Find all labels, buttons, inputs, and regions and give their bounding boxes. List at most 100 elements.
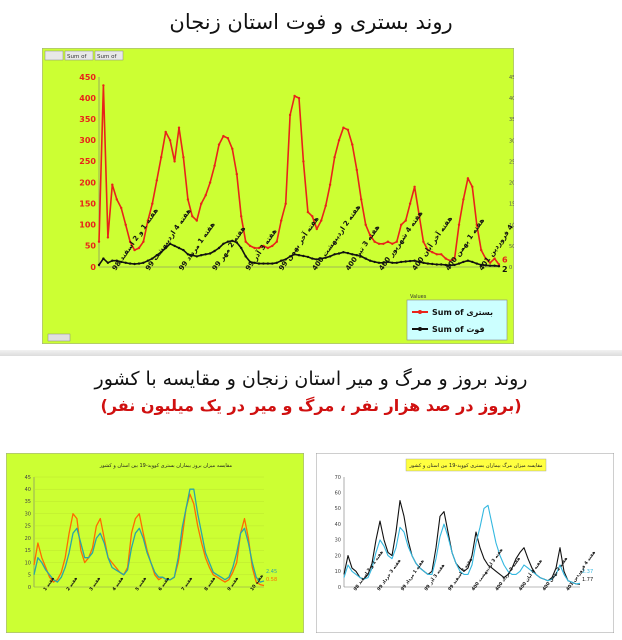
data-point: [342, 251, 345, 254]
data-point: [128, 240, 132, 243]
y-tick-label: 350: [79, 115, 96, 124]
data-point: [204, 194, 207, 197]
y-tick-label: 0: [28, 585, 31, 591]
data-point: [111, 183, 114, 186]
data-point: [115, 198, 119, 201]
y2-tick-label: 200: [509, 181, 514, 187]
data-point: [422, 261, 425, 264]
data-point: [373, 260, 376, 264]
y-tick-label: 400: [79, 94, 96, 103]
data-point: [488, 264, 492, 267]
data-point: [168, 139, 172, 142]
data-point: [146, 219, 150, 222]
legend-item-death: Sum of فوت: [432, 325, 485, 334]
data-point: [262, 244, 265, 248]
data-point: [311, 257, 314, 260]
toolbar-label-2: Sum of: [97, 54, 117, 60]
data-point: [448, 259, 452, 262]
data-point: [377, 261, 381, 264]
data-point: [466, 177, 470, 180]
chart3-title: مقایسه میزان مرگ بیماران بستری کووید-19 …: [408, 462, 542, 469]
data-point: [133, 262, 136, 266]
data-point: [297, 96, 301, 100]
data-point: [471, 185, 474, 188]
data-point: [195, 255, 198, 258]
data-point: [368, 234, 372, 237]
data-point: [337, 139, 341, 142]
toolbar-label-1: Sum of: [67, 54, 87, 60]
data-point: [408, 202, 412, 205]
data-point: [493, 264, 496, 267]
data-point: [333, 156, 336, 159]
y-tick-label: 200: [79, 178, 96, 187]
data-point: [253, 261, 256, 264]
data-point: [280, 259, 283, 262]
data-point: [186, 198, 190, 201]
y2-tick-label: 0: [509, 265, 512, 271]
data-point: [311, 215, 314, 218]
data-point: [400, 223, 403, 226]
y-tick-label: 50: [85, 242, 97, 251]
end-value-label: 1.77: [582, 577, 593, 583]
data-point: [222, 242, 225, 245]
data-point: [128, 262, 132, 265]
data-point: [226, 137, 230, 140]
data-point: [404, 260, 407, 263]
data-point: [248, 244, 252, 248]
data-point: [120, 260, 123, 264]
data-point: [324, 256, 327, 259]
data-point: [168, 242, 172, 245]
data-point: [173, 244, 176, 248]
data-point: [431, 262, 434, 266]
data-point: [328, 255, 332, 258]
data-point: [435, 253, 438, 256]
data-point: [137, 246, 141, 250]
data-point: [191, 254, 194, 257]
data-point: [426, 248, 430, 252]
data-point: [448, 264, 452, 267]
data-point: [417, 260, 421, 264]
data-point: [231, 239, 234, 242]
data-point: [342, 126, 345, 129]
chart2-title: مقایسه میزان بروز بیماران بستری کووید-19…: [99, 463, 233, 469]
y-tick-label: 100: [79, 221, 96, 230]
data-point: [475, 223, 478, 226]
data-point: [275, 261, 278, 264]
data-point: [195, 219, 198, 222]
data-point: [408, 259, 412, 263]
data-point: [328, 183, 332, 186]
data-point: [271, 244, 274, 248]
data-point: [355, 254, 358, 257]
data-point: [240, 215, 243, 218]
y-tick-label: 30: [335, 538, 341, 544]
data-point: [453, 263, 456, 267]
data-point: [200, 254, 203, 257]
data-point: [204, 253, 207, 256]
y-tick-label: 5: [28, 573, 31, 579]
data-point: [360, 255, 363, 258]
data-point: [133, 248, 136, 252]
data-point: [488, 261, 492, 264]
data-point: [413, 185, 416, 188]
data-point: [333, 253, 336, 256]
data-point: [373, 240, 376, 243]
data-point: [320, 219, 323, 222]
section2-note: (بروز در صد هزار نفر ، مرگ و میر در یک م…: [100, 396, 522, 415]
data-point: [155, 254, 158, 257]
data-point: [386, 260, 390, 264]
data-point: [257, 262, 261, 265]
y-tick-label: 70: [335, 475, 341, 481]
data-point: [262, 262, 265, 265]
data-point: [288, 113, 292, 117]
y-tick-label: 10: [335, 569, 341, 575]
data-point: [208, 252, 212, 255]
end-value-label: 0.58: [266, 577, 277, 583]
data-point: [244, 240, 247, 243]
data-point: [244, 255, 247, 258]
data-point: [315, 227, 318, 231]
data-point: [124, 223, 127, 226]
data-point: [346, 128, 350, 131]
data-point: [177, 126, 181, 129]
data-point: [497, 263, 501, 266]
data-point: [435, 263, 438, 266]
